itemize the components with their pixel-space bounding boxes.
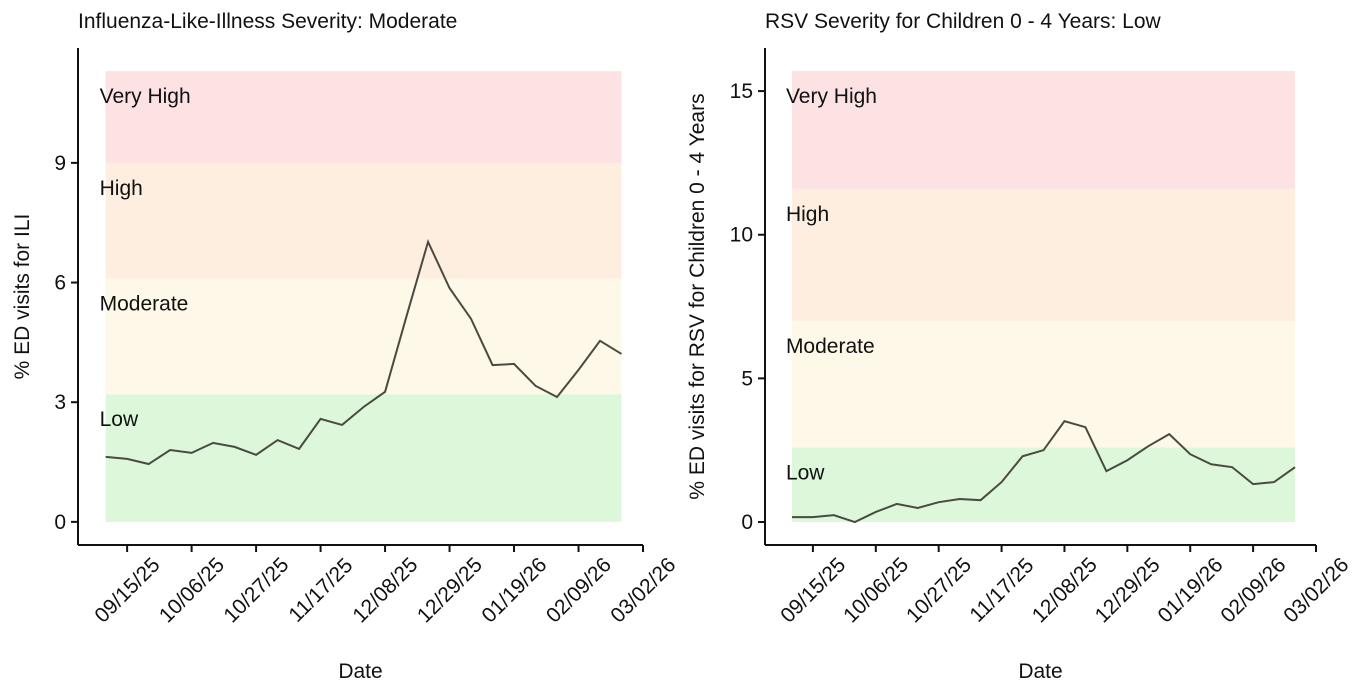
x-tick-label: 03/02/26 — [606, 553, 680, 627]
y-tick-label: 5 — [741, 367, 753, 390]
band-label: Low — [786, 461, 825, 484]
severity-band — [105, 71, 622, 163]
band-label: High — [786, 203, 829, 226]
band-label: Moderate — [786, 335, 875, 358]
x-tick-label: 12/08/25 — [1028, 553, 1102, 627]
y-tick-label: 10 — [730, 224, 753, 247]
severity-band — [791, 70, 1296, 189]
x-tick-label: 10/27/25 — [219, 553, 293, 627]
severity-band — [105, 162, 622, 279]
y-tick-label: 0 — [741, 511, 753, 534]
chart-title: Influenza-Like-Illness Severity: Moderat… — [78, 10, 457, 33]
band-label: Moderate — [100, 293, 189, 316]
x-tick-label: 10/06/25 — [155, 553, 229, 627]
y-tick-label: 3 — [54, 391, 66, 414]
x-tick-label: 09/15/25 — [776, 553, 850, 627]
x-axis-label: Date — [1018, 660, 1062, 682]
severity-band — [105, 394, 622, 522]
x-tick-label: 02/09/26 — [542, 553, 616, 627]
band-label: High — [100, 177, 143, 200]
severity-band — [791, 320, 1296, 448]
band-label: Very High — [100, 85, 191, 108]
band-label: Very High — [786, 85, 877, 108]
x-tick-label: 10/27/25 — [902, 553, 976, 627]
x-tick-label: 02/09/26 — [1216, 553, 1290, 627]
x-tick-label: 12/29/25 — [1091, 553, 1165, 627]
severity-band — [791, 188, 1296, 321]
y-tick-label: 0 — [54, 511, 66, 534]
y-tick-label: 9 — [54, 152, 66, 175]
severity-band — [105, 278, 622, 395]
data-line — [791, 420, 1296, 524]
y-tick-label: 6 — [54, 272, 66, 295]
plot: Low Moderate High Very High — [786, 70, 1296, 524]
x-tick-label: 11/17/25 — [284, 554, 357, 627]
x-tick-label: 12/08/25 — [348, 553, 422, 627]
x-axis-label: Date — [338, 660, 382, 682]
y-tick-label: 15 — [730, 80, 753, 103]
y-axis-label: % ED visits for RSV for Children 0 - 4 Y… — [686, 93, 709, 499]
x-tick-label: 03/02/26 — [1279, 553, 1353, 627]
chart-title: RSV Severity for Children 0 - 4 Years: L… — [765, 10, 1162, 33]
severity-band — [791, 447, 1296, 523]
band-label: Low — [100, 408, 139, 431]
data-line — [105, 239, 623, 466]
x-tick-label: 01/19/26 — [477, 553, 551, 627]
x-tick-label: 01/19/26 — [1154, 553, 1228, 627]
x-tick-label: 11/17/25 — [965, 554, 1038, 627]
x-tick-label: 12/29/25 — [413, 553, 487, 627]
x-tick-label: 09/15/25 — [90, 553, 164, 627]
plot: Low Moderate High Very High — [100, 71, 623, 522]
x-tick-label: 10/06/25 — [839, 553, 913, 627]
y-axis-label: % ED visits for ILI — [11, 214, 34, 380]
